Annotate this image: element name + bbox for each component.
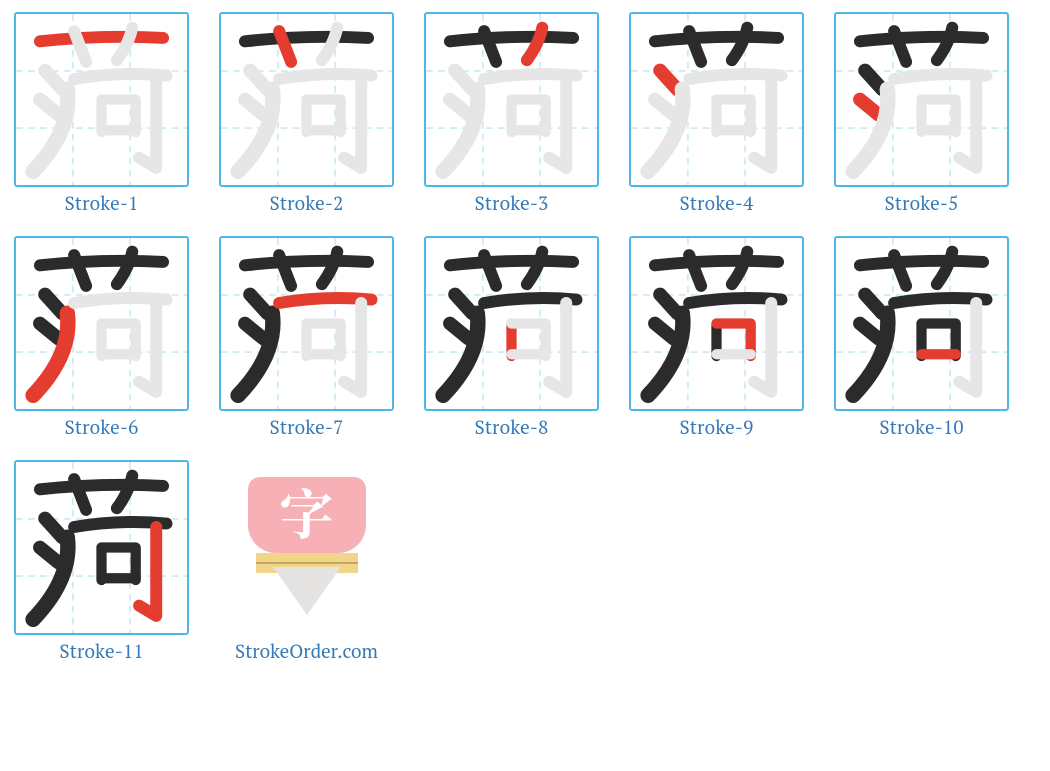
logo-tip [273,567,341,615]
site-logo: 字 [219,460,394,635]
stroke-tile [219,236,394,411]
stroke-tile [14,236,189,411]
stroke-cell: Stroke-11 [14,460,189,664]
stroke-cell: Stroke-5 [834,12,1009,216]
stroke-cell: Stroke-9 [629,236,804,440]
site-cell: 字 StrokeOrder.com [219,460,394,664]
stroke-cell: Stroke-2 [219,12,394,216]
stroke-cell: Stroke-1 [14,12,189,216]
stroke-cell: Stroke-4 [629,12,804,216]
stroke-tile [14,12,189,187]
stroke-tile [834,236,1009,411]
stroke-tile [629,236,804,411]
stroke-cell: Stroke-3 [424,12,599,216]
stroke-caption: Stroke-4 [629,191,804,216]
stroke-caption: Stroke-10 [834,415,1009,440]
stroke-tile [219,12,394,187]
stroke-caption: Stroke-8 [424,415,599,440]
site-name: StrokeOrder.com [219,639,394,664]
stroke-grid: Stroke-1 Stroke-2 Stroke-3 Stroke-4 Stroke-5… [14,12,1050,684]
stroke-tile [14,460,189,635]
logo-glyph: 字 [242,485,372,539]
stroke-caption: Stroke-6 [14,415,189,440]
stroke-caption: Stroke-9 [629,415,804,440]
stroke-tile [834,12,1009,187]
stroke-caption: Stroke-1 [14,191,189,216]
stroke-cell: Stroke-6 [14,236,189,440]
stroke-tile [629,12,804,187]
stroke-caption: Stroke-5 [834,191,1009,216]
stroke-tile [424,236,599,411]
logo-bandline [256,562,358,564]
stroke-caption: Stroke-3 [424,191,599,216]
stroke-caption: Stroke-7 [219,415,394,440]
stroke-cell: Stroke-10 [834,236,1009,440]
stroke-cell: Stroke-7 [219,236,394,440]
stroke-caption: Stroke-2 [219,191,394,216]
stroke-tile [424,12,599,187]
stroke-caption: Stroke-11 [14,639,189,664]
stroke-cell: Stroke-8 [424,236,599,440]
